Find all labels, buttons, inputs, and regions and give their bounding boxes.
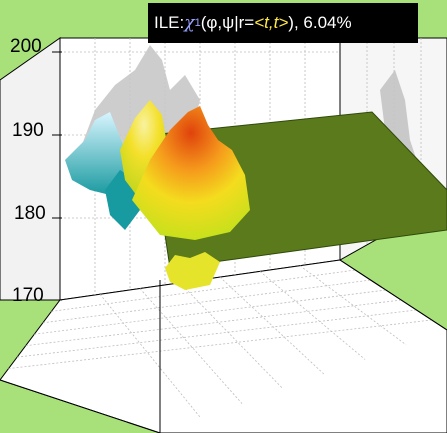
grid-line <box>51 269 356 312</box>
z-axis-ticks <box>52 51 62 301</box>
z-tick-label: 190 <box>12 120 44 141</box>
left-wall-face <box>0 37 61 301</box>
front-frame <box>0 38 447 433</box>
z-tick-label: 180 <box>14 203 46 224</box>
title-chi-subscript: 1 <box>194 17 201 29</box>
grid-line <box>17 309 417 358</box>
title-highlight-2: t> <box>273 13 289 32</box>
title-highlight-1: <t <box>254 13 269 32</box>
grid-line <box>179 282 284 390</box>
grid-line <box>259 271 366 360</box>
grid-line <box>8 319 432 369</box>
grid-line <box>34 289 386 335</box>
peak-left <box>65 112 130 195</box>
title-suffix: ), 6.04% <box>288 13 352 32</box>
peak-main <box>132 106 250 240</box>
z-tick-label: 170 <box>12 285 44 306</box>
grid-line <box>42 279 371 324</box>
peak-underside <box>165 252 220 290</box>
grid-line <box>25 299 402 347</box>
title-args: (φ,ψ|r= <box>200 13 255 32</box>
grid-line <box>139 288 243 404</box>
title-prefix: ILE: <box>154 13 185 32</box>
grid-line <box>99 294 202 419</box>
title-chi-symbol: χ <box>184 13 195 33</box>
title-comma: , <box>268 13 274 32</box>
z-tick-label: 200 <box>10 36 42 57</box>
